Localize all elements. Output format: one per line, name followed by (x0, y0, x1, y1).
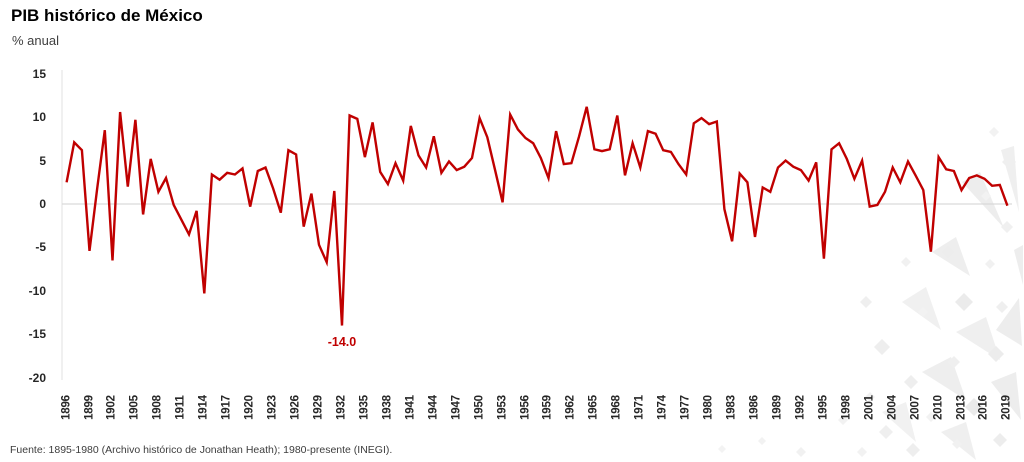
x-tick-label: 1944 (427, 395, 440, 420)
x-tick-label: 2016 (977, 395, 990, 420)
x-tick-label: 1902 (105, 395, 118, 420)
min-value-annotation: -14.0 (327, 334, 357, 349)
x-tick-label: 1998 (840, 395, 853, 420)
x-tick-label: 1950 (473, 395, 486, 420)
x-tick-label: 1968 (610, 395, 623, 420)
x-tick-label: 1977 (679, 395, 692, 420)
y-tick-label: -10 (28, 283, 46, 298)
x-tick-label: 1965 (587, 395, 600, 420)
x-tick-label: 1980 (702, 395, 715, 420)
x-tick-label: 1935 (358, 395, 371, 420)
x-tick-label: 1941 (404, 395, 417, 420)
x-tick-label: 2007 (909, 395, 922, 420)
x-tick-label: 1995 (817, 395, 830, 420)
x-tick-label: 1983 (725, 395, 738, 420)
x-tick-label: 1992 (794, 395, 807, 420)
y-tick-label: -20 (28, 370, 46, 385)
y-tick-label: -15 (28, 327, 46, 342)
y-tick-label: 5 (39, 153, 46, 168)
x-tick-label: 2010 (932, 395, 945, 420)
x-tick-label: 1938 (381, 395, 394, 420)
x-tick-label: 1956 (519, 395, 532, 420)
x-tick-label: 1986 (748, 395, 761, 420)
x-tick-label: 2013 (955, 395, 968, 420)
y-tick-label: -5 (35, 240, 46, 255)
x-tick-label: 1971 (633, 395, 646, 420)
watermark-pattern (718, 127, 1023, 460)
x-tick-label: 1905 (128, 395, 141, 420)
x-tick-label: 2019 (1000, 395, 1013, 420)
x-tick-label: 1914 (197, 395, 210, 420)
x-tick-label: 1929 (312, 395, 325, 420)
y-tick-label: 15 (32, 66, 46, 81)
x-tick-label: 1908 (151, 395, 164, 420)
x-tick-label: 2001 (863, 395, 876, 420)
y-tick-label: 10 (32, 110, 46, 125)
chart-title: PIB histórico de México (11, 6, 203, 25)
x-tick-label: 1923 (266, 395, 279, 420)
source-note: Fuente: 1895-1980 (Archivo histórico de … (10, 444, 393, 456)
x-tick-label: 1959 (541, 395, 554, 420)
x-tick-label: 1947 (450, 395, 463, 420)
x-tick-label: 1974 (656, 395, 669, 420)
x-tick-label: 1953 (496, 395, 509, 420)
x-tick-label: 1917 (220, 395, 233, 420)
x-tick-label: 1932 (335, 395, 348, 420)
y-tick-label: 0 (39, 197, 46, 211)
x-tick-label: 1911 (174, 395, 187, 420)
x-tick-label: 1926 (289, 395, 302, 420)
x-tick-label: 1962 (564, 395, 577, 420)
axis-unit-label: % anual (12, 33, 59, 48)
x-tick-label: 1989 (771, 395, 784, 420)
gdp-line-series (65, 106, 1009, 326)
x-tick-label: 1920 (243, 395, 256, 420)
x-tick-label: 2004 (886, 395, 899, 420)
x-tick-label: 1899 (83, 395, 96, 420)
x-tick-label: 1896 (60, 395, 73, 420)
